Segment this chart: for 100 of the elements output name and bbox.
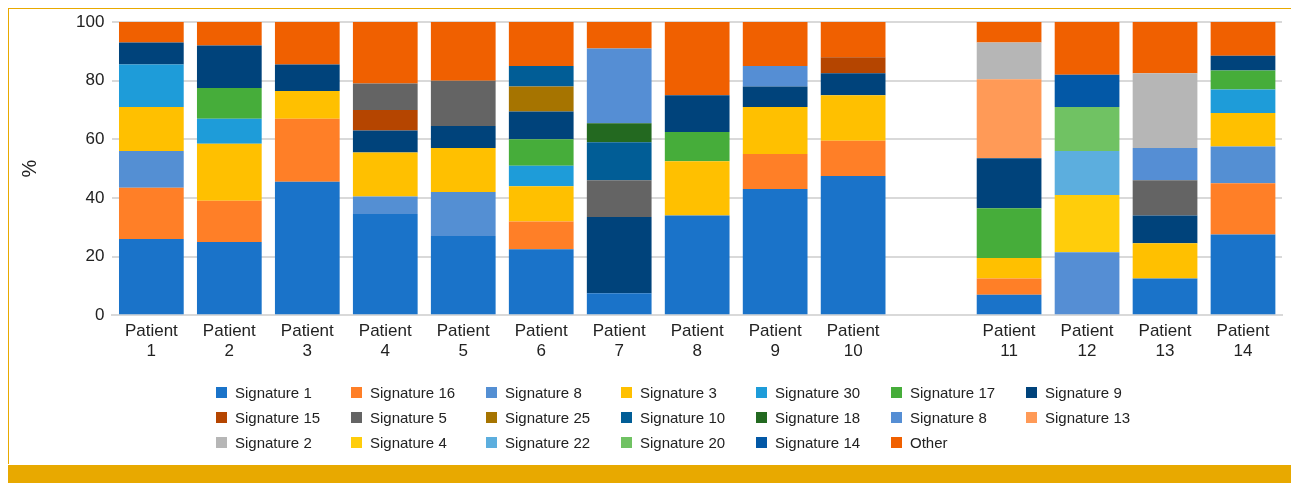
bar: [352, 152, 418, 197]
bar: [118, 42, 184, 65]
legend-label: Signature 25: [505, 408, 591, 426]
bar: [1054, 252, 1120, 315]
bar: [430, 80, 496, 127]
bar: [1054, 151, 1120, 195]
bar: [1210, 55, 1276, 71]
bar: [976, 294, 1042, 315]
bar: [352, 214, 418, 315]
bar: [274, 90, 340, 119]
legend-label: Signature 14: [775, 433, 861, 451]
bar: [1210, 22, 1276, 56]
bar: [742, 153, 808, 190]
legend-label: Signature 8: [505, 383, 582, 401]
bar: [196, 45, 262, 88]
bar: [196, 118, 262, 144]
legend-label: Signature 30: [775, 383, 861, 401]
legend-label: Other: [910, 433, 948, 451]
y-tick-label: 40: [85, 187, 105, 207]
bar: [820, 73, 886, 96]
bar: [742, 189, 808, 315]
bar: [742, 107, 808, 154]
x-tick-label: Patient 3: [280, 321, 335, 361]
legend-label: Signature 5: [370, 408, 447, 426]
bar: [586, 180, 652, 217]
bar: [430, 192, 496, 237]
bar: [430, 22, 496, 81]
legend-label: Signature 3: [640, 383, 717, 401]
legend-label: Signature 9: [1045, 383, 1122, 401]
bar: [118, 22, 184, 43]
bar: [274, 64, 340, 91]
y-tick-label: 0: [94, 304, 105, 324]
legend-label: Signature 22: [505, 433, 591, 451]
bar: [274, 118, 340, 182]
bar: [430, 148, 496, 193]
bar: [508, 86, 574, 112]
bar: [820, 22, 886, 58]
bar: [430, 236, 496, 315]
y-axis-title: %: [17, 159, 40, 178]
x-tick-label: Patient 8: [670, 321, 724, 361]
y-tick-label: 100: [75, 11, 105, 31]
bar: [508, 139, 574, 166]
bar: [664, 161, 730, 216]
bar: [1210, 112, 1276, 147]
bar: [508, 186, 574, 222]
bar: [586, 123, 652, 143]
bar: [508, 249, 574, 315]
bar: [586, 48, 652, 124]
bar: [1132, 148, 1198, 181]
legend-label: Signature 4: [370, 433, 447, 451]
bar: [742, 22, 808, 66]
bar: [1054, 74, 1120, 108]
bar: [118, 238, 184, 315]
x-tick-label: Patient 10: [826, 321, 880, 361]
bar: [586, 293, 652, 315]
x-tick-label: Patient 7: [592, 321, 646, 361]
bar: [1210, 146, 1276, 184]
bar: [1210, 70, 1276, 90]
x-tick-label: Patient 1: [124, 321, 179, 361]
y-tick-label: 20: [85, 246, 105, 266]
bar: [118, 187, 184, 239]
x-tick-label: Patient 11: [982, 321, 1036, 361]
bar: [820, 95, 886, 141]
bar: [586, 22, 652, 49]
legend-label: Signature 16: [370, 383, 456, 401]
bar: [430, 126, 496, 149]
x-tick-label: Patient 2: [202, 321, 257, 361]
x-tick-label: Patient 13: [1138, 321, 1192, 361]
bar: [118, 107, 184, 152]
bar: [274, 22, 340, 65]
legend-label: Signature 18: [775, 408, 861, 426]
bar: [976, 79, 1042, 159]
bar: [196, 200, 262, 242]
bar: [976, 258, 1042, 279]
bar: [1210, 89, 1276, 113]
bar: [586, 142, 652, 181]
bar: [1132, 73, 1198, 149]
bar: [976, 22, 1042, 43]
legend-label: Signature 1: [235, 383, 312, 401]
legend-label: Signature 20: [640, 433, 726, 451]
bar: [352, 196, 418, 215]
bar: [508, 165, 574, 187]
legend-label: Signature 17: [910, 383, 996, 401]
bar: [508, 22, 574, 66]
bar: [664, 95, 730, 132]
x-tick-label: Patient 4: [358, 321, 413, 361]
bar: [1132, 278, 1198, 315]
legend-label: Signature 8: [910, 408, 987, 426]
x-tick-label: Patient 5: [436, 321, 490, 361]
bar: [976, 208, 1042, 259]
legend-label: Signature 13: [1045, 408, 1131, 426]
bar: [118, 151, 184, 188]
bar: [664, 215, 730, 315]
y-tick-label: 60: [85, 128, 105, 148]
bar: [352, 22, 418, 84]
bar: [820, 57, 886, 74]
bar: [118, 64, 184, 108]
bar: [976, 278, 1042, 295]
bar: [1132, 215, 1198, 244]
bar: [1054, 194, 1120, 253]
